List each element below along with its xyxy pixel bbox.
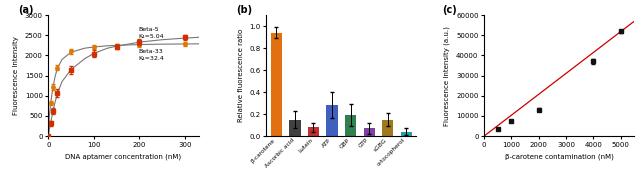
Bar bbox=[364, 128, 375, 136]
Y-axis label: Relative fluorescence ratio: Relative fluorescence ratio bbox=[238, 29, 244, 122]
Bar bbox=[327, 105, 337, 136]
Text: (c): (c) bbox=[442, 5, 457, 15]
Y-axis label: Fluorescence Intensity: Fluorescence Intensity bbox=[13, 36, 19, 115]
Text: Beta-33
K₄=32.4: Beta-33 K₄=32.4 bbox=[138, 49, 164, 61]
Text: (a): (a) bbox=[18, 5, 33, 15]
X-axis label: β-carotene contamination (nM): β-carotene contamination (nM) bbox=[505, 153, 614, 160]
Y-axis label: Fluorescence Intensity (a.u.): Fluorescence Intensity (a.u.) bbox=[444, 26, 450, 125]
Bar bbox=[401, 132, 412, 136]
Bar bbox=[345, 115, 356, 136]
Bar bbox=[308, 127, 319, 136]
Bar bbox=[289, 120, 301, 136]
Text: Beta-5
K₄=5.04: Beta-5 K₄=5.04 bbox=[138, 27, 164, 39]
Bar bbox=[382, 120, 393, 136]
Text: (b): (b) bbox=[236, 5, 252, 15]
X-axis label: DNA aptamer concentration (nM): DNA aptamer concentration (nM) bbox=[66, 153, 182, 160]
Bar bbox=[271, 33, 282, 136]
